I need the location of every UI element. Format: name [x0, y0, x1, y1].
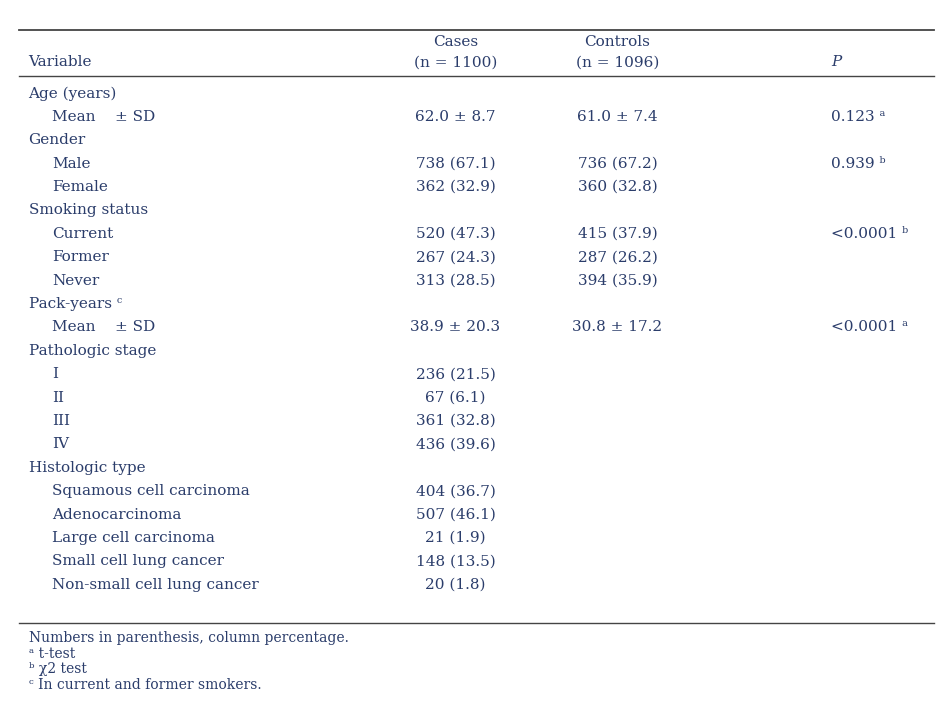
Text: (n = 1100): (n = 1100)	[413, 55, 497, 69]
Text: Squamous cell carcinoma: Squamous cell carcinoma	[52, 484, 250, 498]
Text: Current: Current	[52, 227, 113, 241]
Text: Small cell lung cancer: Small cell lung cancer	[52, 554, 224, 569]
Text: 415 (37.9): 415 (37.9)	[577, 227, 657, 241]
Text: Numbers in parenthesis, column percentage.: Numbers in parenthesis, column percentag…	[29, 631, 348, 645]
Text: 313 (28.5): 313 (28.5)	[415, 274, 495, 288]
Text: 436 (39.6): 436 (39.6)	[415, 437, 495, 452]
Text: 507 (46.1): 507 (46.1)	[415, 508, 495, 522]
Text: ᵃ t-test: ᵃ t-test	[29, 647, 75, 661]
Text: I: I	[52, 367, 58, 381]
Text: III: III	[52, 414, 70, 428]
Text: Mean    ± SD: Mean ± SD	[52, 320, 155, 335]
Text: Large cell carcinoma: Large cell carcinoma	[52, 531, 215, 545]
Text: 360 (32.8): 360 (32.8)	[577, 180, 657, 194]
Text: Controls: Controls	[584, 35, 650, 50]
Text: 738 (67.1): 738 (67.1)	[415, 157, 495, 171]
Text: 0.939 ᵇ: 0.939 ᵇ	[830, 157, 884, 171]
Text: Histologic type: Histologic type	[29, 461, 145, 475]
Text: Gender: Gender	[29, 133, 86, 147]
Text: Male: Male	[52, 157, 90, 171]
Text: 362 (32.9): 362 (32.9)	[415, 180, 495, 194]
Text: 267 (24.3): 267 (24.3)	[415, 250, 495, 264]
Text: 21 (1.9): 21 (1.9)	[425, 531, 486, 545]
Text: 236 (21.5): 236 (21.5)	[415, 367, 495, 381]
Text: 736 (67.2): 736 (67.2)	[577, 157, 657, 171]
Text: Female: Female	[52, 180, 109, 194]
Text: <0.0001 ᵇ: <0.0001 ᵇ	[830, 227, 907, 241]
Text: 61.0 ± 7.4: 61.0 ± 7.4	[577, 110, 657, 124]
Text: ᵇ χ2 test: ᵇ χ2 test	[29, 662, 87, 676]
Text: 394 (35.9): 394 (35.9)	[577, 274, 657, 288]
Text: Never: Never	[52, 274, 100, 288]
Text: 62.0 ± 8.7: 62.0 ± 8.7	[415, 110, 495, 124]
Text: II: II	[52, 391, 65, 405]
Text: ᶜ In current and former smokers.: ᶜ In current and former smokers.	[29, 678, 261, 692]
Text: <0.0001 ᵃ: <0.0001 ᵃ	[830, 320, 907, 335]
Text: Pack-years ᶜ: Pack-years ᶜ	[29, 297, 122, 311]
Text: Age (years): Age (years)	[29, 86, 117, 101]
Text: 404 (36.7): 404 (36.7)	[415, 484, 495, 498]
Text: 520 (47.3): 520 (47.3)	[415, 227, 495, 241]
Text: Adenocarcinoma: Adenocarcinoma	[52, 508, 182, 522]
Text: Smoking status: Smoking status	[29, 203, 148, 218]
Text: 148 (13.5): 148 (13.5)	[415, 554, 495, 569]
Text: Variable: Variable	[29, 55, 92, 69]
Text: P: P	[830, 55, 841, 69]
Text: Cases: Cases	[432, 35, 478, 50]
Text: (n = 1096): (n = 1096)	[575, 55, 659, 69]
Text: IV: IV	[52, 437, 69, 452]
Text: 361 (32.8): 361 (32.8)	[415, 414, 495, 428]
Text: Pathologic stage: Pathologic stage	[29, 344, 156, 358]
Text: 20 (1.8): 20 (1.8)	[425, 578, 486, 592]
Text: 30.8 ± 17.2: 30.8 ± 17.2	[572, 320, 662, 335]
Text: 38.9 ± 20.3: 38.9 ± 20.3	[410, 320, 500, 335]
Text: 67 (6.1): 67 (6.1)	[425, 391, 486, 405]
Text: Mean    ± SD: Mean ± SD	[52, 110, 155, 124]
Text: 0.123 ᵃ: 0.123 ᵃ	[830, 110, 884, 124]
Text: Non-small cell lung cancer: Non-small cell lung cancer	[52, 578, 259, 592]
Text: Former: Former	[52, 250, 109, 264]
Text: 287 (26.2): 287 (26.2)	[577, 250, 657, 264]
